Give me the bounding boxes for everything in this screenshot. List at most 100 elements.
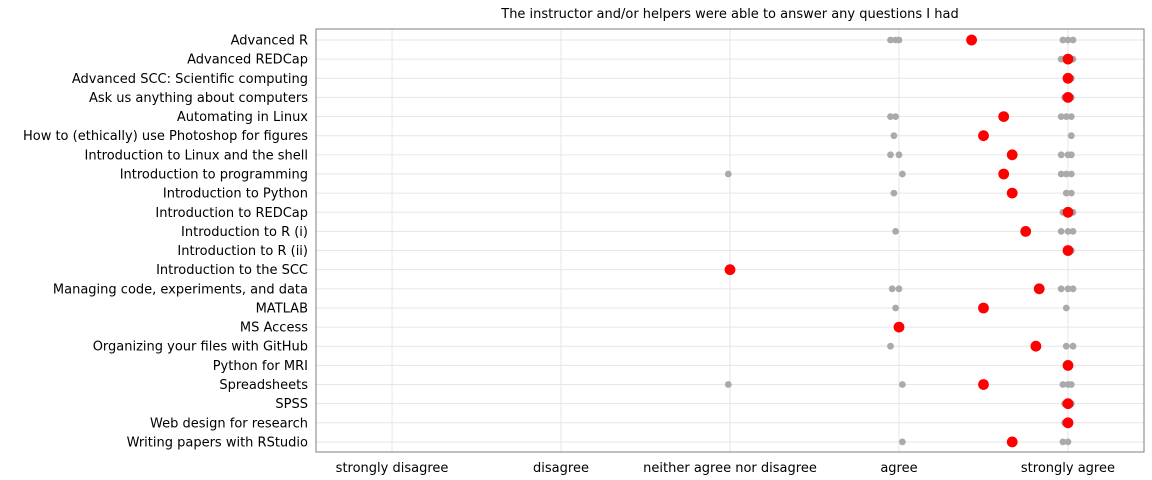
y-tick-label: Introduction to Linux and the shell [85, 148, 309, 163]
mean-point [724, 264, 736, 276]
y-tick-label: Organizing your files with GitHub [93, 340, 308, 355]
response-point [724, 170, 732, 178]
mean-point [1062, 417, 1074, 429]
y-tick-label: Web design for research [150, 416, 308, 431]
y-tick-label: Spreadsheets [219, 378, 308, 393]
mean-point [1062, 53, 1074, 65]
y-tick-label: SPSS [275, 397, 308, 412]
response-point [1067, 151, 1075, 159]
response-point [1059, 36, 1067, 44]
response-point [890, 132, 898, 140]
response-point [1064, 228, 1072, 235]
mean-point [1033, 283, 1045, 295]
mean-point [966, 34, 977, 46]
response-point [899, 381, 906, 388]
response-point [1069, 36, 1077, 44]
mean-point [1006, 436, 1018, 448]
response-point [1067, 132, 1075, 140]
response-point [1069, 285, 1077, 293]
y-tick-label: Python for MRI [213, 359, 308, 374]
response-point [887, 113, 894, 120]
response-point [1062, 342, 1070, 350]
response-point [895, 285, 903, 293]
plot-panel-border [315, 28, 1145, 453]
response-point [895, 36, 903, 44]
response-point [899, 170, 906, 178]
response-point [1059, 438, 1067, 446]
mean-point [978, 379, 989, 390]
response-point [887, 36, 894, 44]
y-tick-label: Introduction to REDCap [155, 206, 308, 221]
mean-point [1006, 187, 1018, 199]
y-tick-label: Introduction to programming [120, 167, 308, 182]
response-point [887, 151, 894, 159]
y-tick-label: MATLAB [256, 301, 308, 316]
mean-point [1062, 360, 1074, 371]
x-tick-label: neither agree nor disagree [643, 461, 817, 476]
response-point [1062, 170, 1070, 178]
mean-point [978, 302, 989, 314]
y-tick-label: Automating in Linux [177, 110, 308, 125]
mean-point [998, 168, 1010, 180]
response-point [892, 113, 899, 120]
response-point [1064, 438, 1072, 446]
response-point [1062, 304, 1070, 312]
mean-point [1062, 206, 1074, 218]
response-point [899, 438, 906, 446]
mean-responses [724, 34, 1074, 448]
response-point [1067, 381, 1075, 388]
response-point [1069, 228, 1077, 235]
mean-point [998, 111, 1010, 122]
mean-point [1062, 245, 1074, 256]
mean-point [893, 321, 905, 333]
y-tick-label: Advanced REDCap [187, 53, 308, 68]
y-tick-label: Introduction to R (i) [181, 225, 308, 240]
mean-point [1062, 72, 1074, 84]
mean-point [1020, 226, 1032, 237]
response-point [1057, 285, 1065, 293]
response-point [892, 228, 899, 235]
response-point [724, 381, 732, 388]
response-point [1057, 170, 1065, 178]
response-point [895, 151, 903, 159]
response-point [892, 304, 899, 312]
response-point [1067, 189, 1075, 197]
mean-point [1062, 398, 1074, 410]
y-tick-label: Managing code, experiments, and data [53, 282, 308, 297]
mean-point [1062, 92, 1074, 103]
x-tick-label: disagree [533, 461, 589, 476]
response-point [1062, 113, 1070, 120]
y-tick-label: Advanced SCC: Scientific computing [72, 72, 308, 87]
response-point [1069, 342, 1077, 350]
x-tick-label: agree [880, 461, 917, 476]
y-tick-label: Advanced R [231, 34, 308, 49]
response-point [887, 342, 894, 350]
y-tick-label: Ask us anything about computers [89, 91, 308, 106]
grid-layer [316, 29, 1144, 452]
y-tick-label: How to (ethically) use Photoshop for fig… [23, 129, 308, 144]
mean-point [1006, 149, 1018, 161]
response-point [1064, 36, 1072, 44]
response-point [1059, 381, 1067, 388]
response-point [1067, 170, 1075, 178]
response-point [1057, 151, 1065, 159]
y-tick-label: Introduction to the SCC [156, 263, 308, 278]
chart-title: The instructor and/or helpers were able … [500, 7, 958, 22]
y-tick-label: Introduction to Python [163, 187, 308, 202]
response-point [1067, 113, 1075, 120]
response-point [1062, 189, 1070, 197]
y-axis-labels: Advanced R Advanced REDCap Advanced SCC: S… [23, 34, 308, 451]
x-tick-label: strongly agree [1021, 461, 1115, 476]
x-tick-label: strongly disagree [336, 461, 449, 476]
x-axis-labels: strongly disagree disagree neither agree n… [336, 461, 1115, 476]
response-point [888, 285, 896, 293]
y-tick-label: Writing papers with RStudio [127, 435, 308, 450]
response-point [1057, 113, 1065, 120]
y-tick-label: MS Access [240, 321, 308, 336]
response-point [890, 189, 898, 197]
response-point [1057, 228, 1065, 235]
mean-point [978, 130, 989, 142]
response-point [1064, 285, 1072, 293]
